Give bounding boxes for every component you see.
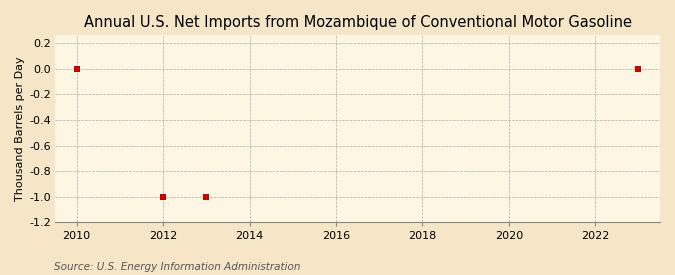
Text: Source: U.S. Energy Information Administration: Source: U.S. Energy Information Administ…	[54, 262, 300, 272]
Title: Annual U.S. Net Imports from Mozambique of Conventional Motor Gasoline: Annual U.S. Net Imports from Mozambique …	[84, 15, 632, 30]
Point	[201, 195, 212, 199]
Point	[72, 67, 82, 71]
Y-axis label: Thousand Barrels per Day: Thousand Barrels per Day	[15, 57, 25, 201]
Point	[158, 195, 169, 199]
Point	[633, 67, 644, 71]
